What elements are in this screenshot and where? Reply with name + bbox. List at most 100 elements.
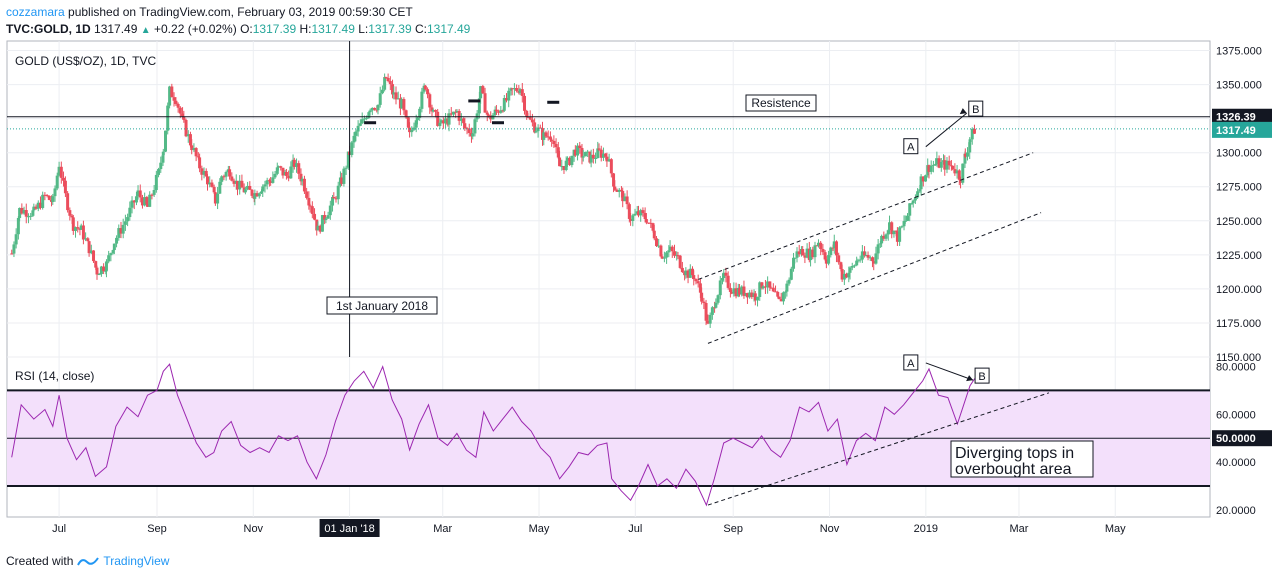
candle-body	[573, 149, 577, 156]
candle-body	[586, 151, 590, 153]
candle-body	[534, 131, 538, 133]
candle-body	[850, 266, 854, 268]
candle-body	[494, 109, 498, 112]
candle-body	[208, 182, 212, 185]
close-value: 1317.49	[426, 22, 471, 36]
candle-body	[32, 206, 36, 211]
candle-body	[238, 180, 242, 190]
candle-body	[564, 160, 568, 171]
candle-body	[919, 176, 923, 190]
candle-body	[292, 159, 296, 167]
candle-body	[924, 175, 928, 182]
candle-body	[710, 307, 714, 315]
candle-body	[533, 122, 537, 133]
candle-body	[847, 272, 851, 278]
candle-body	[194, 148, 198, 157]
candle-body	[420, 91, 424, 109]
candle-body	[248, 185, 252, 190]
candle-body	[621, 190, 625, 202]
candle-body	[31, 210, 35, 216]
candle-body	[698, 283, 702, 293]
candle-body	[302, 178, 306, 192]
candle-body	[554, 144, 558, 148]
candle-body	[74, 227, 78, 231]
candle-body	[423, 85, 427, 90]
x-tick-label: 01 Jan '18	[324, 523, 374, 535]
candle-body	[700, 292, 704, 302]
price-change: +0.22 (+0.02%)	[154, 22, 237, 36]
candle-body	[745, 292, 749, 298]
candle-body	[525, 110, 529, 117]
candle-body	[493, 109, 497, 115]
tradingview-link[interactable]: TradingView	[103, 554, 170, 568]
candle-body	[651, 223, 655, 231]
candles	[10, 73, 976, 328]
candle-body	[159, 162, 163, 170]
jan-2018-label-box	[326, 296, 438, 315]
rsi-tick-label: 80.0000	[1216, 362, 1256, 374]
candle-body	[66, 193, 70, 211]
candle-body	[14, 234, 18, 245]
author-link[interactable]: cozzamara	[6, 5, 65, 19]
candle-body	[878, 243, 882, 245]
candle-body	[874, 253, 878, 264]
candle-body	[12, 244, 16, 254]
candle-body	[931, 164, 935, 166]
candle-body	[718, 280, 722, 296]
candle-body	[706, 320, 710, 324]
candle-body	[71, 217, 75, 231]
candle-body	[36, 202, 40, 209]
candle-body	[45, 195, 49, 197]
candle-body	[206, 176, 209, 185]
candle-body	[336, 185, 340, 200]
candle-body	[299, 173, 303, 182]
candle-body	[29, 215, 33, 217]
annotation-a-box	[903, 138, 919, 155]
candle-body	[68, 210, 72, 216]
drawings: A B A B	[7, 41, 1210, 506]
candle-body	[758, 282, 762, 298]
candle-body	[842, 273, 846, 280]
channel-line	[698, 152, 1034, 280]
candle-body	[921, 176, 925, 182]
candle-body	[510, 88, 514, 90]
candle-body	[344, 167, 348, 169]
candle-body	[599, 149, 603, 158]
candle-body	[462, 118, 466, 124]
candle-body	[866, 254, 870, 258]
annotation-b-label: B	[972, 104, 979, 116]
candle-body	[190, 145, 194, 151]
candle-body	[670, 246, 674, 252]
annotation-a-label: A	[907, 142, 915, 154]
candle-body	[310, 206, 314, 214]
x-tick-label: Jul	[52, 523, 66, 535]
candle-body	[316, 225, 320, 231]
candle-body	[766, 281, 770, 288]
candle-body	[552, 140, 556, 145]
candle-body	[269, 181, 273, 183]
candle-body	[370, 107, 374, 111]
candle-body	[444, 118, 448, 124]
candle-body	[63, 180, 67, 194]
candle-body	[972, 128, 976, 134]
y-tick-label: 1225.000	[1216, 250, 1262, 262]
candle-body	[714, 302, 718, 308]
candle-body	[943, 160, 947, 170]
arrow-head-icon	[966, 375, 974, 382]
candle-body	[216, 193, 220, 204]
x-tick-label: Nov	[820, 523, 840, 535]
candle-body	[41, 194, 45, 208]
x-tick-label: Sep	[147, 523, 167, 535]
candle-body	[295, 163, 299, 167]
candle-body	[935, 158, 939, 164]
candle-body	[10, 253, 14, 255]
axes: Jul Sep Nov 01 Jan '18 Mar May Jul Sep Nov 2019 Ma…	[52, 46, 1272, 537]
candle-body	[811, 249, 815, 258]
candle-body	[428, 94, 432, 108]
candle-body	[473, 119, 477, 134]
candle-body	[864, 254, 868, 256]
candle-body	[657, 245, 661, 247]
candle-body	[220, 176, 224, 182]
candle-body	[776, 291, 780, 297]
